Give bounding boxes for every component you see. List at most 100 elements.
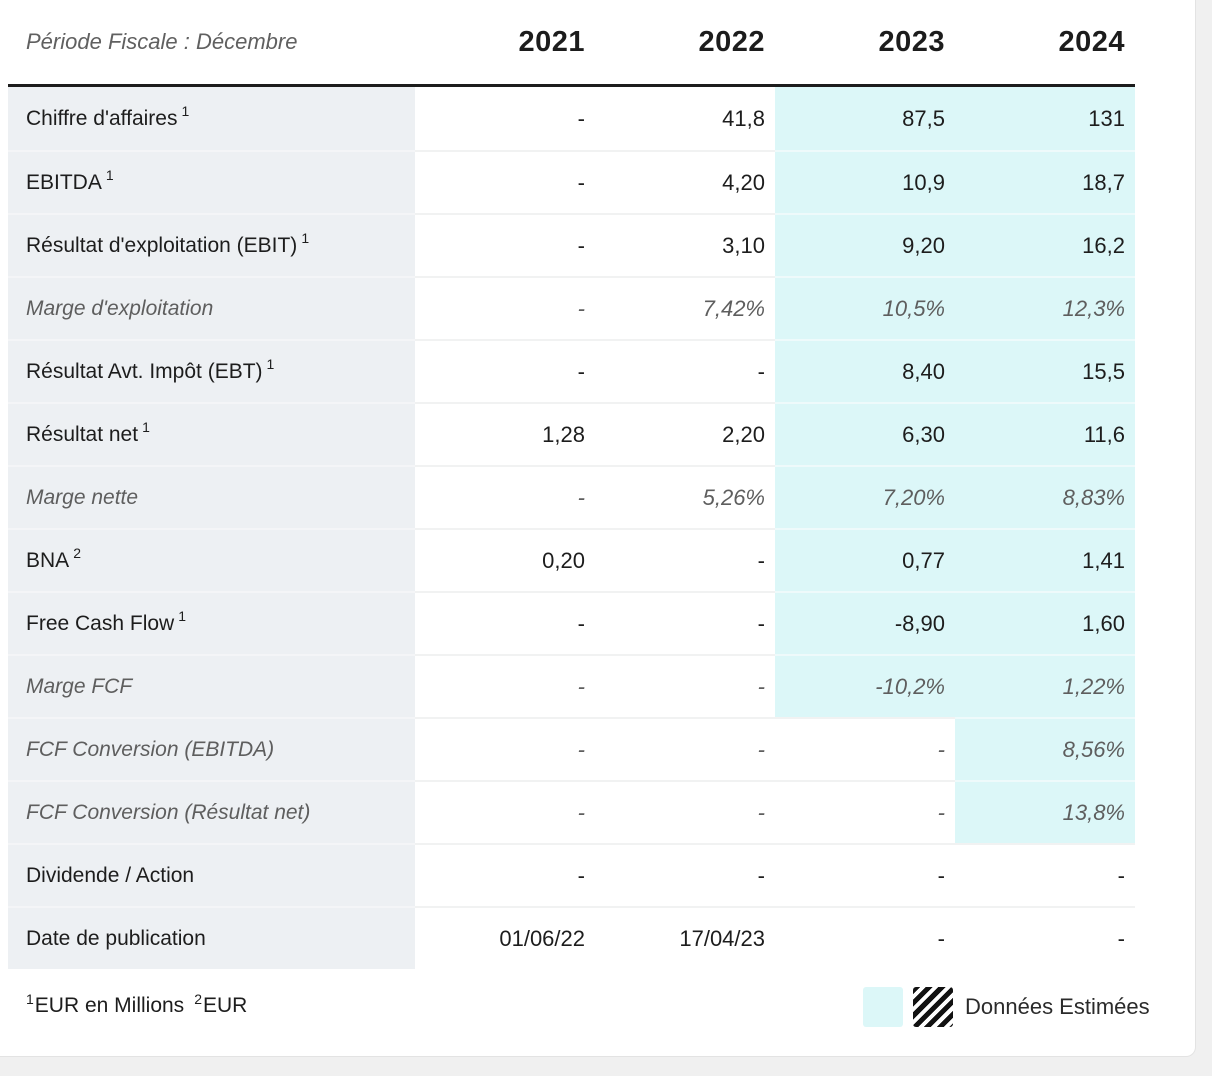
table-row: Chiffre d'affaires 1-41,8 87,5 131 [8,87,1135,150]
table-row: Date de publication 01/06/22 17/04/23- - [8,906,1135,969]
year-column-2022: 2022 [595,0,775,87]
row-label-text: Marge d'exploitation [26,296,214,320]
cell-2021: - [415,843,595,906]
row-label-text: Résultat d'exploitation (EBIT) [26,233,298,257]
footnote-marker: 1 [105,166,114,183]
fiscal-period-label: Période Fiscale : Décembre [8,0,415,87]
cell-2024: 1,60 [955,591,1135,654]
cell-2022: - [595,528,775,591]
cell-2021: - [415,87,595,150]
cell-2023: - [775,780,955,843]
cell-2022: 4,20 [595,150,775,213]
footnote-marker: 1 [181,102,190,119]
year-column-2024: 2024 [955,0,1135,87]
financials-card: Période Fiscale : Décembre 2021 2022 202… [0,0,1196,1057]
cell-2024: 131 [955,87,1135,150]
cell-2022: 2,20 [595,402,775,465]
footnote-marker: 1 [301,229,310,246]
cell-2022: 41,8 [595,87,775,150]
cell-2024: 1,41 [955,528,1135,591]
financial-estimates-table: Période Fiscale : Décembre 2021 2022 202… [8,0,1135,969]
cell-2022: 5,26% [595,465,775,528]
cell-2022: 7,42% [595,276,775,339]
table-row: Marge d'exploitation -7,42% 10,5% 12,3% [8,276,1135,339]
cell-2023: 9,20 [775,213,955,276]
cell-2023: 10,9 [775,150,955,213]
estimate-pattern-swatch [913,987,953,1027]
row-label: Marge d'exploitation [8,276,415,339]
cell-2024: 18,7 [955,150,1135,213]
row-label-text: Marge FCF [26,674,133,698]
row-label: Chiffre d'affaires 1 [8,87,415,150]
table-row: BNA 2 0,20-0,77 1,41 [8,528,1135,591]
cell-2024: 15,5 [955,339,1135,402]
row-label-text: FCF Conversion (EBITDA) [26,737,275,761]
year-column-2023: 2023 [775,0,955,87]
cell-2022: - [595,339,775,402]
table-row: Marge nette -5,26% 7,20% 8,83% [8,465,1135,528]
row-label-text: Résultat Avt. Impôt (EBT) [26,359,263,383]
cell-2023: - [775,717,955,780]
row-label-text: FCF Conversion (Résultat net) [26,800,311,824]
estimates-legend: Données Estimées [863,987,1150,1027]
table-row: Free Cash Flow 1- - -8,90 1,60 [8,591,1135,654]
cell-2023: -10,2% [775,654,955,717]
footnote-marker: 1 [142,418,150,435]
cell-2022: - [595,654,775,717]
cell-2023: 6,30 [775,402,955,465]
cell-2024: 11,6 [955,402,1135,465]
row-label: BNA 2 [8,528,415,591]
table-row: FCF Conversion (Résultat net) - - -13,8% [8,780,1135,843]
cell-2022: 17/04/23 [595,906,775,969]
cell-2023: 7,20% [775,465,955,528]
cell-2021: - [415,150,595,213]
cell-2021: - [415,276,595,339]
cell-2022: - [595,717,775,780]
row-label: Marge FCF [8,654,415,717]
footnotes: 1EUR en Millions 2EUR [26,986,247,1026]
cell-2023: 10,5% [775,276,955,339]
cell-2021: - [415,213,595,276]
table-body: Chiffre d'affaires 1-41,8 87,5 131 EBITDA 1-4… [8,87,1135,969]
cell-2021: - [415,717,595,780]
cell-2021: 1,28 [415,402,595,465]
row-label-text: Résultat net [26,422,139,446]
table-row: Marge FCF - - -10,2% 1,22% [8,654,1135,717]
cell-2021: 01/06/22 [415,906,595,969]
cell-2022: - [595,591,775,654]
row-label-text: Free Cash Flow [26,611,175,635]
cell-2024: 13,8% [955,780,1135,843]
cell-2021: - [415,339,595,402]
table-header: Période Fiscale : Décembre 2021 2022 202… [8,0,1135,87]
year-column-2021: 2021 [415,0,595,87]
row-label-text: Date de publication [26,926,206,950]
row-label-text: Dividende / Action [26,863,195,887]
cell-2023: 87,5 [775,87,955,150]
row-label: FCF Conversion (EBITDA) [8,717,415,780]
row-label: FCF Conversion (Résultat net) [8,780,415,843]
row-label: Marge nette [8,465,415,528]
estimate-color-swatch [863,987,903,1027]
cell-2024: 8,83% [955,465,1135,528]
footnote-marker: 1 [266,355,275,372]
row-label: Résultat net 1 [8,402,415,465]
row-label-text: Chiffre d'affaires [26,106,178,130]
row-label: Résultat d'exploitation (EBIT) 1 [8,213,415,276]
cell-2024: - [955,843,1135,906]
cell-2021: - [415,465,595,528]
footnote-2: 2EUR [194,991,248,1017]
cell-2021: - [415,654,595,717]
row-label: EBITDA 1 [8,150,415,213]
footnote-marker: 2 [73,544,81,561]
cell-2024: 8,56% [955,717,1135,780]
footnote-marker: 1 [178,607,187,624]
cell-2022: 3,10 [595,213,775,276]
cell-2023: - [775,906,955,969]
cell-2023: -8,90 [775,591,955,654]
table-row: FCF Conversion (EBITDA) - - -8,56% [8,717,1135,780]
row-label: Résultat Avt. Impôt (EBT) 1 [8,339,415,402]
footnote-1: 1EUR en Millions [26,991,185,1017]
cell-2024: 12,3% [955,276,1135,339]
table-row: EBITDA 1-4,20 10,9 18,7 [8,150,1135,213]
row-label-text: BNA [26,548,70,572]
